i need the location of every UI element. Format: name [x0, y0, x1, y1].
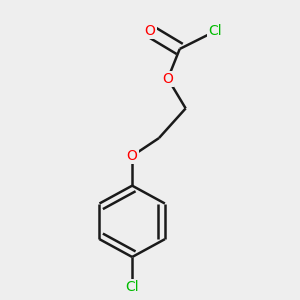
Text: Cl: Cl — [208, 24, 222, 38]
Text: O: O — [127, 149, 138, 163]
Text: O: O — [162, 72, 173, 86]
Text: Cl: Cl — [125, 280, 139, 294]
Text: O: O — [145, 24, 155, 38]
